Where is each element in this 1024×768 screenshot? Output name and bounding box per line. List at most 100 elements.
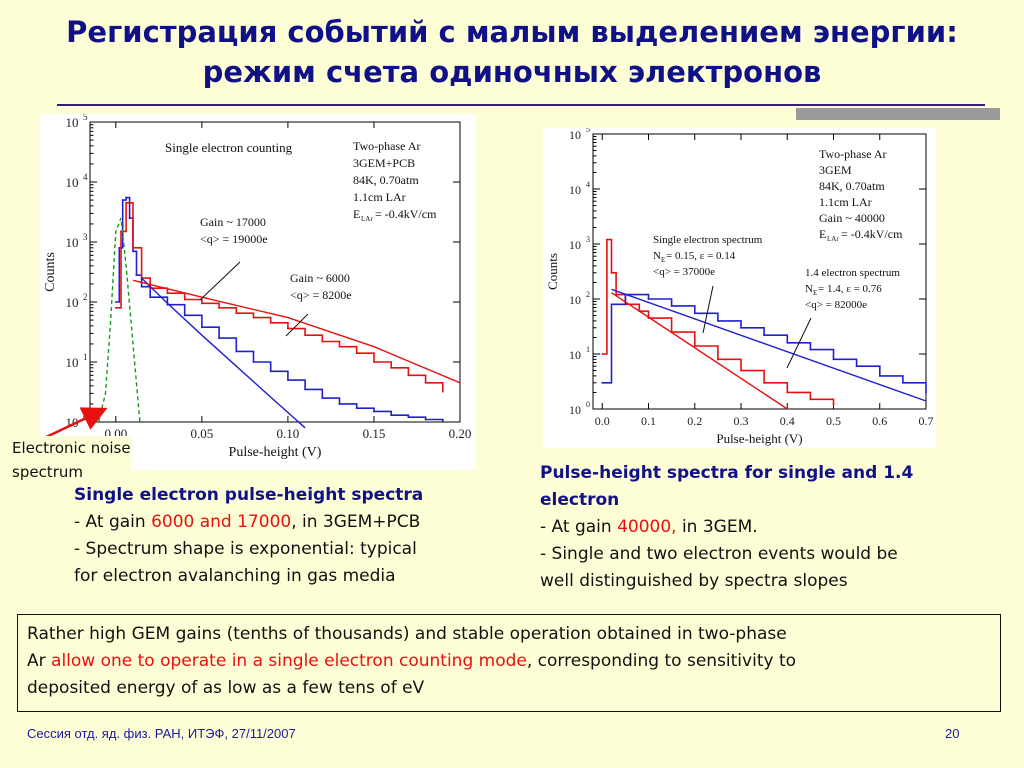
data-point bbox=[128, 217, 131, 220]
right-caption: Pulse-height spectra for single and 1.4 … bbox=[540, 460, 1010, 595]
y-tick-exponent: 2 bbox=[586, 290, 590, 299]
right-caption-line1-post: in 3GEM. bbox=[676, 517, 758, 537]
y-tick-label: 10 bbox=[66, 415, 79, 430]
title-rule bbox=[57, 104, 985, 106]
y-tick-exponent: 5 bbox=[83, 114, 88, 122]
annotation-line: <q> = 82000e bbox=[805, 299, 867, 311]
data-point bbox=[424, 418, 427, 421]
data-point bbox=[114, 306, 117, 309]
x-tick-label: 0.2 bbox=[687, 414, 702, 428]
annotation-line: = 1.4, ε = 0.76 bbox=[818, 283, 882, 295]
data-point bbox=[269, 321, 272, 324]
data-point bbox=[809, 348, 812, 351]
data-point bbox=[235, 312, 238, 315]
data-point bbox=[338, 403, 341, 405]
data-point bbox=[601, 381, 604, 384]
y-tick-exponent: 4 bbox=[83, 172, 88, 182]
summary-line2-pre: Ar bbox=[27, 651, 52, 671]
data-point bbox=[132, 250, 134, 253]
histogram-series-0 bbox=[602, 238, 835, 405]
y-tick-exponent: 5 bbox=[586, 128, 590, 134]
annotation-letter: N bbox=[805, 283, 813, 295]
right-chart-svg: 0.0 0.1 0.2 0.3 0.4 0.5 0.6 0.710 010 110 210 310 41… bbox=[545, 128, 934, 446]
data-point bbox=[786, 341, 789, 344]
data-point bbox=[338, 345, 341, 348]
annotation-pointer bbox=[786, 317, 812, 369]
left-caption-line3: for electron avalanching in gas media bbox=[74, 566, 396, 586]
condition-field-letter: E bbox=[819, 227, 826, 241]
data-point bbox=[200, 302, 203, 305]
condition-line: 1.1cm LAr bbox=[819, 195, 872, 209]
fit-line bbox=[611, 292, 788, 410]
data-point bbox=[120, 230, 122, 233]
left-caption: Single electron pulse-height spectra - A… bbox=[74, 482, 524, 590]
plot-frame bbox=[592, 133, 927, 410]
data-point bbox=[140, 285, 143, 288]
y-tick-label: 10 bbox=[66, 295, 79, 310]
condition-line: 3GEM bbox=[819, 163, 852, 177]
right-chart: 0.0 0.1 0.2 0.3 0.4 0.5 0.6 0.7 10 0 10 1 10 2 10 3 10 4 1… bbox=[543, 128, 936, 448]
condition-line: 1.1cm LAr bbox=[353, 190, 406, 204]
data-point bbox=[901, 381, 904, 384]
data-point bbox=[832, 403, 835, 406]
y-tick-exponent: 0 bbox=[586, 400, 590, 409]
left-caption-line1-post: , in 3GEM+PCB bbox=[291, 512, 421, 532]
data-point bbox=[763, 381, 766, 384]
data-point bbox=[218, 306, 220, 309]
x-tick-label: 0.5 bbox=[826, 414, 841, 428]
data-point bbox=[407, 416, 410, 419]
annotation-pointer bbox=[702, 285, 714, 334]
data-point bbox=[809, 398, 812, 401]
data-point bbox=[114, 301, 117, 303]
data-point bbox=[183, 298, 186, 301]
x-tick-label: 0.05 bbox=[190, 426, 213, 441]
data-point bbox=[786, 391, 789, 394]
data-point bbox=[740, 326, 742, 329]
data-point bbox=[287, 327, 289, 330]
left-caption-heading: Single electron pulse-height spectra bbox=[74, 485, 424, 505]
data-point bbox=[925, 391, 927, 394]
left-caption-line2: - Spectrum shape is exponential: typical bbox=[74, 539, 417, 559]
data-point bbox=[670, 304, 673, 307]
left-caption-line1: - At gain 6000 and 17000, in 3GEM+PCB bbox=[74, 509, 524, 536]
data-point bbox=[716, 319, 719, 322]
right-caption-line2: - Single and two electron events would b… bbox=[540, 544, 898, 564]
data-point bbox=[135, 274, 138, 277]
condition-line: Gain ~ 40000 bbox=[819, 211, 885, 225]
condition-line: 3GEM+PCB bbox=[353, 156, 415, 170]
fit-line bbox=[611, 288, 927, 402]
y-tick-label: 10 bbox=[569, 293, 581, 307]
right-caption-line1-pre: - At gain bbox=[540, 517, 618, 537]
condition-field-value: = -0.4kV/cm bbox=[375, 207, 437, 221]
data-point bbox=[693, 312, 696, 315]
data-point bbox=[441, 390, 444, 393]
data-point bbox=[269, 370, 272, 373]
data-point bbox=[855, 365, 858, 368]
data-point bbox=[132, 246, 134, 249]
right-caption-heading1: Pulse-height spectra for single and 1.4 bbox=[540, 463, 914, 483]
data-point bbox=[183, 314, 186, 317]
condition-line: Two-phase Ar bbox=[353, 139, 420, 153]
condition-line: Two-phase Ar bbox=[819, 147, 886, 161]
summary-line2: Ar allow one to operate in a single elec… bbox=[27, 648, 1000, 675]
footer-text: Сессия отд. яд. физ. РАН, ИТЭФ, 27/11/20… bbox=[27, 726, 296, 741]
inset-title: Single electron counting bbox=[165, 140, 293, 155]
left-caption-line1-pre: - At gain bbox=[74, 512, 152, 532]
data-point bbox=[287, 379, 289, 381]
summary-line3: deposited energy of as low as a few tens… bbox=[27, 678, 425, 698]
x-tick-label: 0.15 bbox=[363, 426, 386, 441]
data-point bbox=[252, 316, 255, 319]
data-point bbox=[166, 292, 169, 295]
data-point bbox=[693, 345, 696, 347]
data-point bbox=[125, 201, 128, 204]
data-point bbox=[355, 407, 358, 410]
annotation-letter: N bbox=[653, 250, 661, 262]
data-point bbox=[407, 374, 410, 377]
annotation-line: <q> = 8200e bbox=[290, 288, 352, 302]
x-tick-label: 0.1 bbox=[641, 414, 656, 428]
x-tick-label: 0.7 bbox=[919, 414, 934, 428]
data-point bbox=[321, 340, 324, 343]
noise-label: Electronic noise spectrum bbox=[12, 436, 131, 484]
summary-highlight: allow one to operate in a single electro… bbox=[51, 651, 527, 671]
